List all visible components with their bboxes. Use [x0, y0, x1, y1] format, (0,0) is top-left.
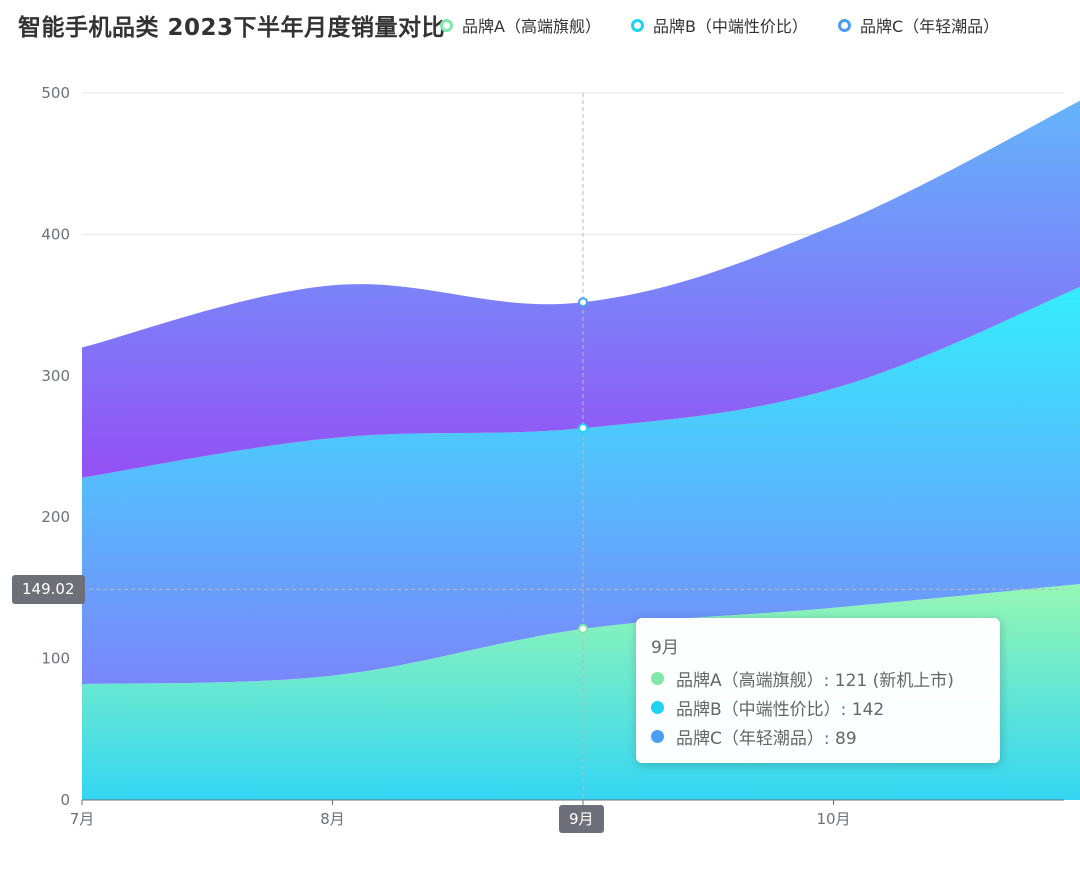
circle-icon [837, 18, 851, 32]
area-series-brand-c[interactable] [82, 99, 1080, 478]
legend-item-brand-a[interactable]: 品牌A（高端旗舰） [440, 13, 601, 37]
tooltip-text: 品牌C（年轻潮品）: 89 [676, 729, 857, 749]
hover-points [578, 297, 588, 634]
tooltip-text: 品牌B（中端性价比）: 142 [676, 700, 885, 720]
legend: 品牌A（高端旗舰） 品牌B（中端性价比） 品牌C（年轻潮品） [440, 12, 1029, 38]
data-point[interactable] [578, 623, 588, 634]
y-tick-label: 0 [60, 791, 70, 809]
chart-title: 智能手机品类 2023下半年月度销量对比 [18, 15, 446, 41]
tooltip: 9月 品牌A（高端旗舰）: 121 (新机上市) 品牌B（中端性价比）: 142… [636, 618, 1000, 763]
series-dot-icon [651, 672, 664, 685]
x-tick-label: 8月 [320, 810, 345, 828]
tooltip-row: 品牌C（年轻潮品）: 89 [651, 722, 985, 751]
y-tick-label: 300 [41, 367, 70, 385]
tooltip-title: 9月 [651, 638, 679, 658]
data-point[interactable] [578, 423, 588, 434]
legend-item-brand-b[interactable]: 品牌B（中端性价比） [630, 13, 808, 37]
x-tick-label: 10月 [816, 810, 850, 828]
circle-icon [630, 18, 644, 32]
y-tick-label: 400 [41, 225, 70, 243]
data-point[interactable] [578, 297, 588, 308]
y-axis-pointer-label: 149.02 [12, 575, 85, 604]
area-series-brand-b[interactable] [82, 285, 1080, 685]
series-dot-icon [651, 730, 664, 743]
axis-pointer-lines [82, 93, 1064, 800]
legend-label: 品牌A（高端旗舰） [462, 17, 601, 36]
axes: 0 100 200 300 400 500 7月 8月 10月 [41, 84, 1064, 828]
series-dot-icon [651, 701, 664, 714]
y-tick-label: 200 [41, 508, 70, 526]
y-tick-label: 500 [41, 84, 70, 102]
x-axis-pointer-label: 9月 [559, 805, 604, 833]
tooltip-row: 品牌B（中端性价比）: 142 [651, 693, 985, 722]
y-tick-label: 100 [41, 650, 70, 668]
legend-label: 品牌C（年轻潮品） [859, 17, 1000, 36]
tooltip-text: 品牌A（高端旗舰）: 121 (新机上市) [676, 671, 954, 691]
tooltip-row: 品牌A（高端旗舰）: 121 (新机上市) [651, 664, 985, 693]
legend-item-brand-c[interactable]: 品牌C（年轻潮品） [837, 13, 1000, 37]
x-tick-label: 7月 [70, 810, 95, 828]
circle-icon [440, 18, 453, 32]
legend-label: 品牌B（中端性价比） [652, 17, 808, 36]
